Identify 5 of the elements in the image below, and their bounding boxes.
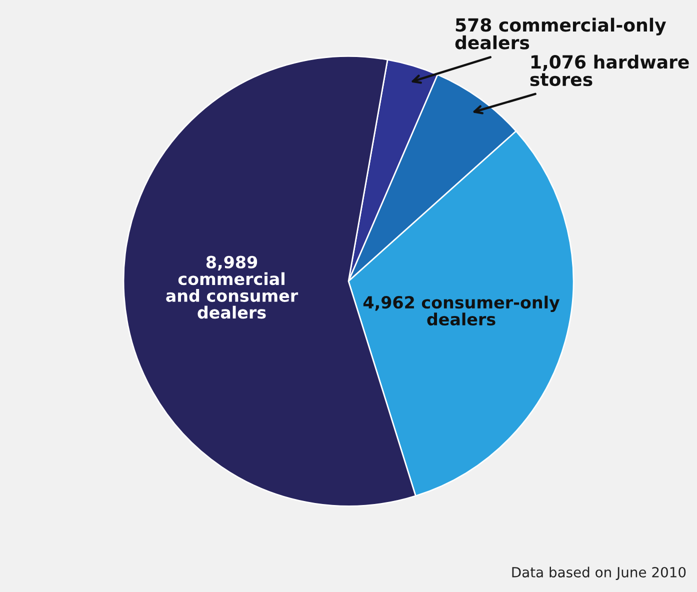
text: Data based on June 2010 — [512, 566, 686, 580]
slice-label: 1,076 hardware stores — [530, 54, 689, 86]
slice-label: 578 commercial-only dealers — [455, 18, 666, 50]
slice-label: 8,989 commercial and consumer dealers — [166, 256, 298, 319]
slice-label: 4,962 consumer-only dealers — [363, 296, 560, 326]
